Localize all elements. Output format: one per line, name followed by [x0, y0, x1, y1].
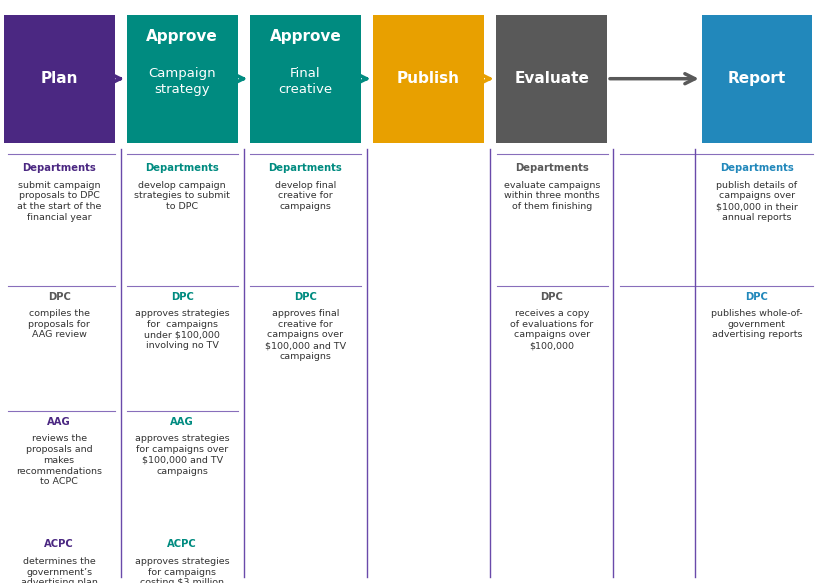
Text: DPC: DPC [171, 292, 194, 301]
Text: develop final
creative for
campaigns: develop final creative for campaigns [275, 181, 336, 211]
Text: Departments: Departments [22, 163, 96, 173]
Text: compiles the
proposals for
AAG review: compiles the proposals for AAG review [28, 309, 90, 339]
Text: approves final
creative for
campaigns over
$100,000 and TV
campaigns: approves final creative for campaigns ov… [265, 309, 346, 361]
Text: approves strategies
for campaigns
costing $3 million
or more and
campaigns refer: approves strategies for campaigns costin… [135, 557, 230, 583]
FancyBboxPatch shape [496, 15, 608, 143]
FancyBboxPatch shape [250, 15, 361, 143]
Text: DPC: DPC [294, 292, 317, 301]
Text: DPC: DPC [745, 292, 768, 301]
Text: Publish: Publish [397, 71, 460, 86]
Text: ACPC: ACPC [44, 539, 74, 549]
Text: receives a copy
of evaluations for
campaigns over
$100,000: receives a copy of evaluations for campa… [510, 309, 594, 350]
Text: Departments: Departments [515, 163, 589, 173]
Text: Report: Report [728, 71, 786, 86]
FancyBboxPatch shape [373, 15, 484, 143]
Text: approves strategies
for campaigns over
$100,000 and TV
campaigns: approves strategies for campaigns over $… [135, 434, 230, 476]
FancyBboxPatch shape [701, 15, 813, 143]
Text: Evaluate: Evaluate [514, 71, 589, 86]
Text: approves strategies
for  campaigns
under $100,000
involving no TV: approves strategies for campaigns under … [135, 309, 230, 350]
Text: determines the
government’s
advertising plan
for the year: determines the government’s advertising … [21, 557, 98, 583]
Text: AAG: AAG [48, 417, 71, 427]
Text: develop campaign
strategies to submit
to DPC: develop campaign strategies to submit to… [135, 181, 230, 211]
Text: Campaign
strategy: Campaign strategy [149, 67, 216, 96]
Text: Departments: Departments [720, 163, 794, 173]
Text: Approve: Approve [269, 29, 342, 44]
Text: Final
creative: Final creative [278, 67, 333, 96]
Text: Approve: Approve [146, 29, 218, 44]
Text: evaluate campaigns
within three months
of them finishing: evaluate campaigns within three months o… [503, 181, 600, 211]
FancyBboxPatch shape [126, 15, 238, 143]
Text: publish details of
campaigns over
$100,000 in their
annual reports: publish details of campaigns over $100,0… [716, 181, 798, 222]
Text: DPC: DPC [48, 292, 71, 301]
Text: publishes whole-of-
government
advertising reports: publishes whole-of- government advertisi… [711, 309, 803, 339]
FancyBboxPatch shape [3, 15, 115, 143]
Text: Plan: Plan [40, 71, 78, 86]
Text: ACPC: ACPC [167, 539, 197, 549]
Text: submit campaign
proposals to DPC
at the start of the
financial year: submit campaign proposals to DPC at the … [17, 181, 101, 222]
Text: reviews the
proposals and
makes
recommendations
to ACPC: reviews the proposals and makes recommen… [16, 434, 102, 486]
Text: Departments: Departments [145, 163, 219, 173]
Text: DPC: DPC [540, 292, 563, 301]
Text: AAG: AAG [171, 417, 194, 427]
Text: Departments: Departments [268, 163, 342, 173]
